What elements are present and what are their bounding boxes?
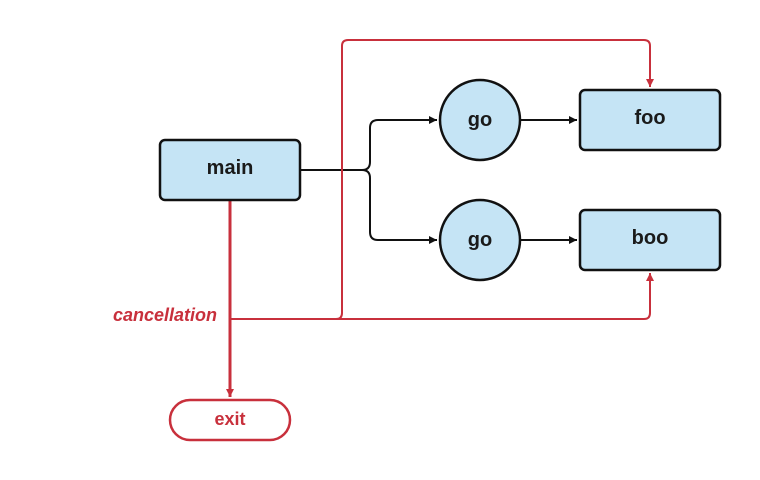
node-foo-label: foo	[634, 107, 665, 129]
connector-main-to-go-bottom	[361, 169, 437, 244]
node-go-bottom: go	[438, 198, 522, 282]
cancellation-label: cancellation	[113, 305, 217, 325]
cancel-line-to-foo	[230, 39, 654, 320]
connector-main-to-go-top	[300, 116, 437, 171]
node-foo: foo	[578, 88, 722, 152]
flow-connectors	[300, 116, 577, 244]
node-boo: boo	[578, 208, 722, 272]
node-exit: exit	[168, 398, 292, 442]
node-exit-label: exit	[214, 409, 245, 429]
node-go-bottom-label: go	[468, 229, 492, 251]
cancel-line-to-boo	[336, 273, 654, 320]
node-go-top: go	[438, 78, 522, 162]
node-main-label: main	[207, 157, 254, 179]
node-go-top-label: go	[468, 109, 492, 131]
cancellation-paths	[226, 39, 654, 397]
node-main: main	[158, 138, 302, 202]
node-boo-label: boo	[632, 227, 669, 249]
